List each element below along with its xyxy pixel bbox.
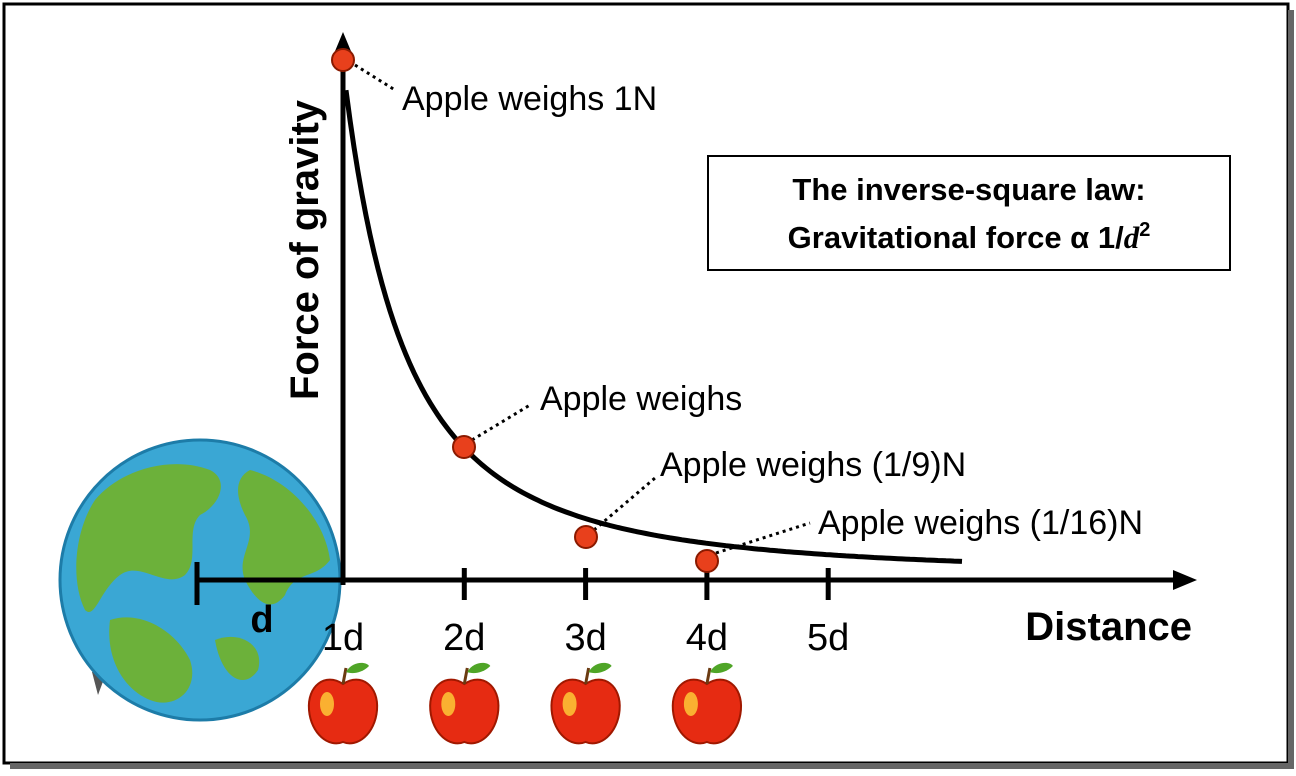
tick-label: 4d xyxy=(686,617,728,659)
apple-body xyxy=(307,678,379,745)
annotation: Apple weighs (1/16)N xyxy=(818,504,1143,542)
tick-label: 2d xyxy=(443,617,485,659)
tick-label: 5d xyxy=(807,617,849,659)
apple xyxy=(307,662,379,745)
annotation: Apple weighs (1/9)N xyxy=(660,446,966,484)
law-box xyxy=(707,155,1231,271)
annotation: Apple weighs 1N xyxy=(402,80,657,118)
apple-leaf xyxy=(709,662,733,674)
curve xyxy=(343,89,963,564)
x-axis-label: Distance xyxy=(1025,605,1192,649)
apple xyxy=(550,662,621,745)
law-line2-prefix: Gravitational force α 1/ xyxy=(788,220,1124,255)
apple-leaf xyxy=(467,662,491,674)
apple-body xyxy=(671,678,742,745)
apple-shine xyxy=(562,692,577,716)
apple xyxy=(671,662,742,745)
apple-shine xyxy=(441,692,456,716)
frame-shadow xyxy=(10,763,1294,769)
annotation: Apple weighs xyxy=(540,380,742,418)
y-axis-label: Force of gravity xyxy=(283,99,327,400)
x-arrow xyxy=(1173,570,1197,590)
apple-stem xyxy=(584,667,591,685)
apple xyxy=(429,662,500,745)
apple-body xyxy=(550,678,621,745)
law-exponent: 2 xyxy=(1139,219,1150,241)
apple-leaf xyxy=(588,662,612,674)
apple-stem xyxy=(341,667,348,685)
frame-shadow xyxy=(1288,10,1294,767)
law-line2: Gravitational force α 1/d2 xyxy=(788,219,1151,255)
tick-label: 3d xyxy=(564,617,606,659)
apple-body xyxy=(429,678,500,745)
law-variable: d xyxy=(1124,220,1140,255)
tick-label: 1d xyxy=(322,617,364,659)
apple-shine xyxy=(320,692,334,716)
points xyxy=(331,48,719,573)
apple-stem xyxy=(705,667,712,685)
leaders xyxy=(354,63,811,555)
apple-stem xyxy=(462,667,469,685)
apple-shine xyxy=(683,692,698,716)
earth-distance-label: d xyxy=(250,599,273,641)
apple-leaf xyxy=(346,662,369,674)
law-line1: The inverse-square law: xyxy=(792,172,1145,207)
